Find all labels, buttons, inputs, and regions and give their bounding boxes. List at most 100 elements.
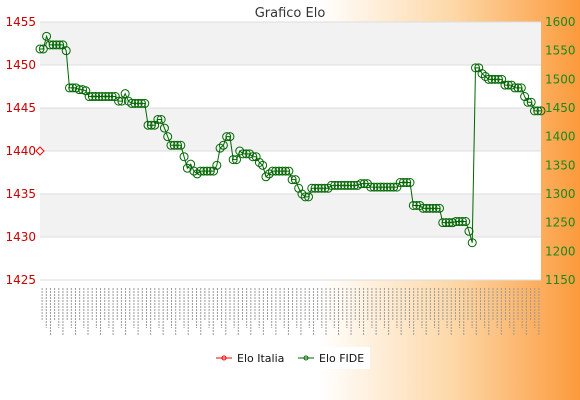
data-point-elo-fide: [395, 178, 405, 188]
data-point-elo-fide: [254, 157, 264, 167]
data-point-elo-fide: [418, 203, 428, 213]
data-point-elo-fide: [487, 74, 497, 84]
data-point-elo-fide: [176, 140, 186, 150]
data-point-elo-fide: [392, 182, 402, 192]
data-point-elo-fide: [326, 180, 336, 190]
data-point-elo-italia: [35, 146, 45, 156]
data-point-elo-fide: [343, 180, 353, 190]
series-elo-italia: [35, 146, 45, 156]
data-point-elo-fide: [349, 180, 359, 190]
right-tick-label: 1300: [545, 187, 576, 201]
legend-label-elo-fide: Elo FIDE: [319, 352, 364, 365]
data-point-elo-fide: [74, 85, 84, 95]
data-point-elo-fide: [87, 92, 97, 102]
legend-box: [212, 347, 370, 369]
right-tick-label: 1600: [545, 15, 576, 29]
right-tick-label: 1350: [545, 158, 576, 172]
data-point-elo-fide: [500, 80, 510, 90]
data-point-elo-fide: [376, 182, 386, 192]
data-point-elo-fide: [385, 182, 395, 192]
data-point-elo-fide: [287, 175, 297, 185]
data-point-elo-fide: [238, 149, 248, 159]
data-point-elo-fide: [258, 160, 268, 170]
right-tick-label: 1200: [545, 244, 576, 258]
plot-band: [40, 22, 541, 65]
data-point-elo-fide: [153, 114, 163, 124]
data-point-elo-fide: [274, 166, 284, 176]
data-point-elo-fide: [137, 98, 147, 108]
chart-title: Grafico Elo: [255, 6, 326, 21]
data-point-elo-fide: [313, 183, 323, 193]
data-point-elo-fide: [533, 106, 543, 116]
right-tick-label: 1150: [545, 273, 576, 287]
data-point-elo-fide: [369, 182, 379, 192]
data-point-elo-fide: [228, 155, 238, 165]
data-point-elo-fide: [405, 178, 415, 188]
data-point-elo-fide: [45, 40, 55, 50]
data-point-elo-fide: [248, 152, 258, 162]
data-point-elo-fide: [366, 182, 376, 192]
data-point-elo-fide: [304, 192, 314, 202]
data-point-elo-fide: [218, 140, 228, 150]
data-point-elo-fide: [340, 180, 350, 190]
data-point-elo-fide: [336, 180, 346, 190]
data-point-elo-fide: [173, 140, 183, 150]
data-point-elo-fide: [205, 166, 215, 176]
data-point-elo-fide: [166, 140, 176, 150]
data-point-elo-fide: [300, 192, 310, 202]
data-point-elo-fide: [104, 92, 114, 102]
left-tick-label: 1430: [5, 230, 36, 244]
right-tick-label: 1450: [545, 101, 576, 115]
data-point-elo-fide: [346, 180, 356, 190]
plot-band: [40, 108, 541, 151]
right-tick-label: 1550: [545, 44, 576, 58]
plot-band: [40, 194, 541, 237]
gridlines: [40, 21, 541, 281]
data-point-elo-fide: [434, 203, 444, 213]
data-point-elo-fide: [61, 46, 71, 56]
data-point-elo-fide: [529, 106, 539, 116]
data-point-elo-fide: [421, 203, 431, 213]
data-point-elo-fide: [454, 217, 464, 227]
data-point-elo-fide: [516, 83, 526, 93]
data-point-elo-fide: [431, 203, 441, 213]
data-point-elo-fide: [222, 132, 232, 142]
left-tick-label: 1435: [5, 187, 36, 201]
data-point-elo-fide: [140, 98, 150, 108]
data-point-elo-fide: [372, 182, 382, 192]
right-axis: 1150 1200 1250 1300 1350 1400 1450 1500 1550 1600: [545, 15, 576, 287]
left-tick-label: 1440: [5, 144, 36, 158]
left-tick-label: 1455: [5, 15, 36, 29]
legend-marker-elo-fide: [303, 355, 309, 361]
data-point-elo-fide: [225, 132, 235, 142]
data-point-elo-fide: [310, 183, 320, 193]
data-point-elo-fide: [438, 218, 448, 228]
right-tick-label: 1400: [545, 130, 576, 144]
legend-label-elo-italia: Elo Italia: [237, 352, 284, 365]
data-point-elo-fide: [307, 183, 317, 193]
data-point-elo-fide: [536, 106, 546, 116]
right-tick-label: 1250: [545, 216, 576, 230]
data-point-elo-fide: [490, 74, 500, 84]
data-point-elo-fide: [202, 166, 212, 176]
data-point-elo-fide: [356, 179, 366, 189]
data-point-elo-fide: [471, 63, 481, 73]
data-point-elo-fide: [84, 92, 94, 102]
data-point-elo-fide: [169, 140, 179, 150]
data-point-elo-fide: [130, 98, 140, 108]
data-point-elo-fide: [51, 40, 61, 50]
legend-marker-elo-italia: [221, 355, 227, 361]
data-point-elo-fide: [333, 180, 343, 190]
data-point-elo-fide: [379, 182, 389, 192]
data-point-elo-fide: [215, 143, 225, 153]
left-axis: 1425 1430 1435 1440 1445 1450 1455: [5, 15, 36, 287]
data-point-elo-fide: [179, 152, 189, 162]
left-tick-label: 1445: [5, 101, 36, 115]
data-point-elo-fide: [107, 92, 117, 102]
data-point-elo-fide: [212, 160, 222, 170]
data-point-elo-fide: [127, 98, 137, 108]
data-point-elo-fide: [467, 238, 477, 248]
legend: Elo Italia Elo FIDE: [212, 347, 370, 369]
data-point-elo-fide: [143, 120, 153, 130]
